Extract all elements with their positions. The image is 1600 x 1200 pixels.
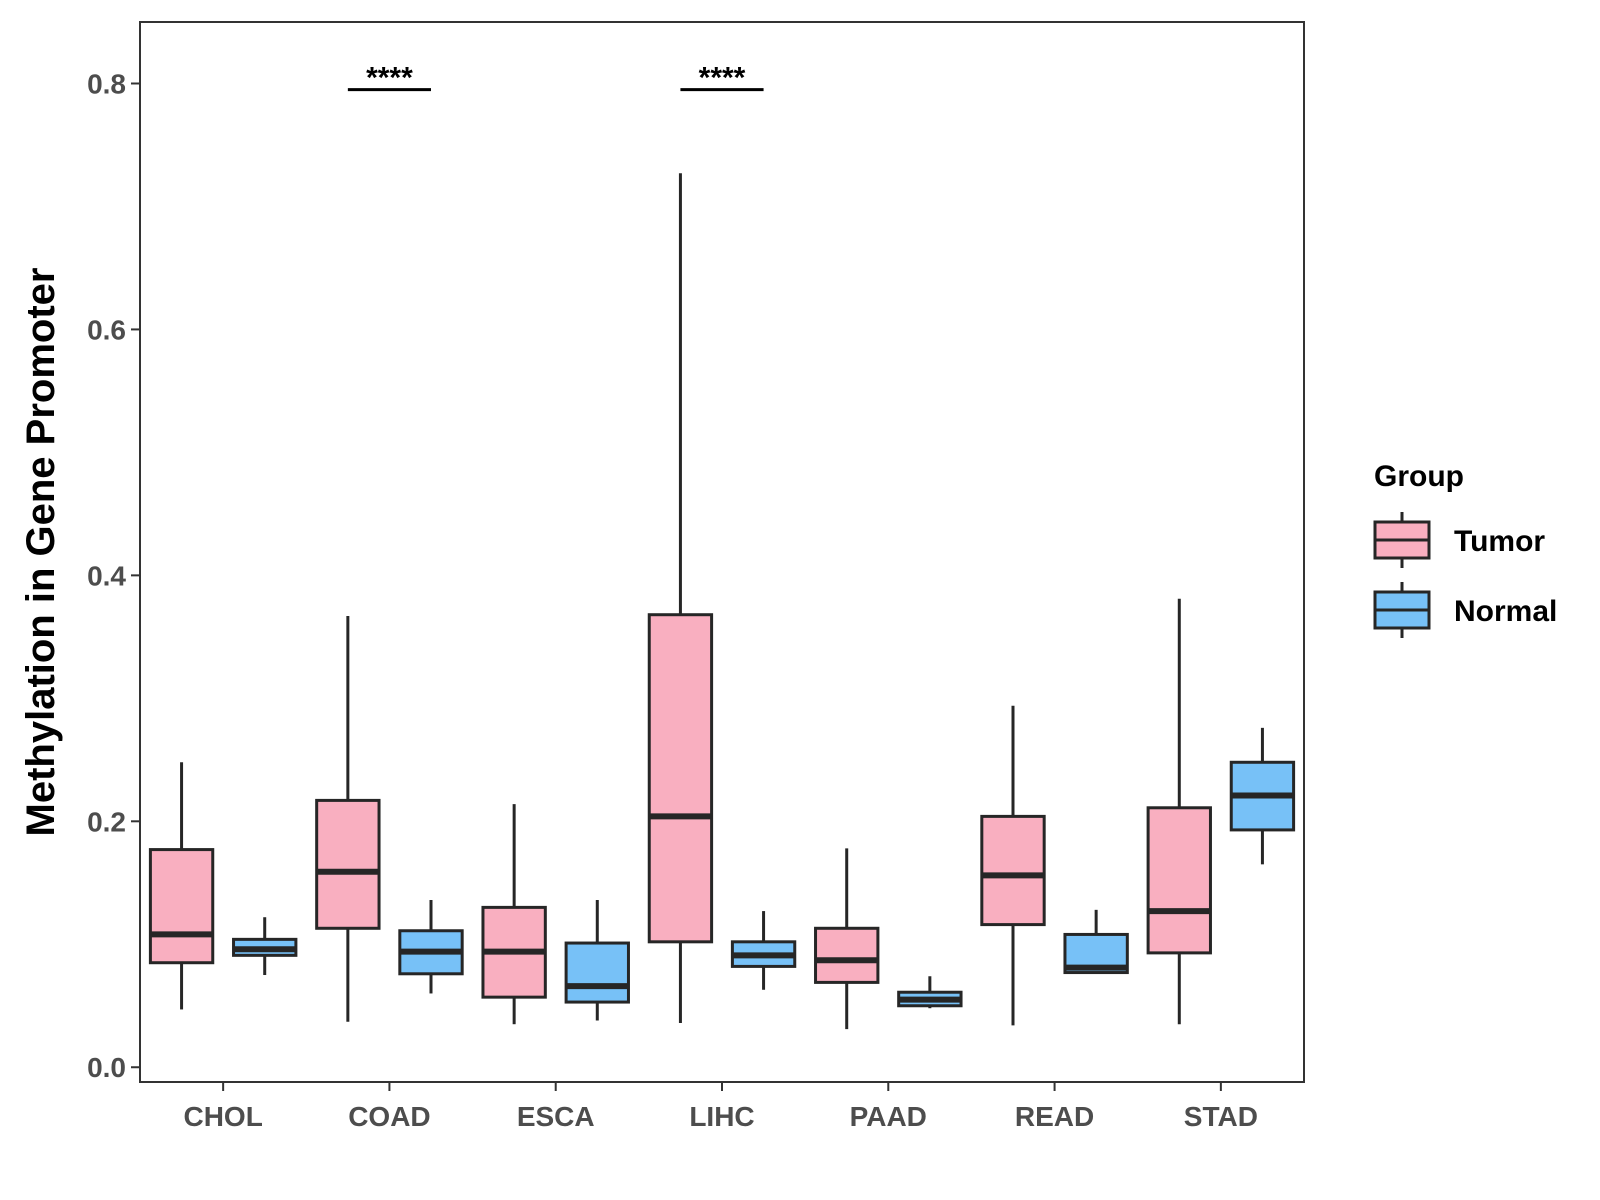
y-tick-label: 0.2 bbox=[87, 806, 126, 837]
y-axis: 0.0 0.2 0.4 0.6 0.8 bbox=[87, 68, 140, 1083]
y-tick-label: 0.0 bbox=[87, 1052, 126, 1083]
x-tick-label: LIHC bbox=[689, 1101, 754, 1132]
x-tick-label: STAD bbox=[1184, 1101, 1258, 1132]
box-tumor-lihc bbox=[647, 173, 714, 1023]
box-body bbox=[148, 848, 215, 965]
box-normal-read bbox=[1063, 909, 1129, 975]
box-body bbox=[1146, 806, 1212, 955]
y-axis-title: Methylation in Gene Promoter bbox=[19, 268, 63, 837]
legend-title: Group bbox=[1374, 460, 1464, 493]
y-tick-label: 0.8 bbox=[87, 68, 126, 99]
legend: Group Tumor Normal bbox=[1373, 460, 1557, 638]
x-tick-label: READ bbox=[1015, 1101, 1094, 1132]
box-series bbox=[148, 173, 1296, 1030]
box-body bbox=[315, 798, 381, 930]
box-normal-paad bbox=[897, 976, 963, 1009]
significance-annotations: **** **** bbox=[347, 62, 764, 95]
box-tumor-coad bbox=[315, 615, 381, 1022]
y-tick-label: 0.4 bbox=[87, 560, 126, 591]
box-body bbox=[564, 941, 630, 1004]
legend-entry-normal: Normal bbox=[1373, 582, 1557, 638]
panel-border bbox=[139, 21, 1305, 1083]
y-tick-label: 0.6 bbox=[87, 314, 126, 345]
x-tick-label: PAAD bbox=[850, 1101, 927, 1132]
box-tumor-stad bbox=[1146, 598, 1212, 1025]
significance-label: **** bbox=[366, 62, 413, 95]
box-body bbox=[814, 926, 880, 984]
box-normal-lihc bbox=[730, 911, 797, 990]
box-normal-stad bbox=[1229, 727, 1296, 865]
legend-entry-tumor: Tumor bbox=[1373, 512, 1545, 568]
x-tick-label: COAD bbox=[348, 1101, 430, 1132]
legend-label: Tumor bbox=[1454, 525, 1545, 558]
box-body bbox=[980, 814, 1046, 927]
box-tumor-read bbox=[980, 705, 1046, 1026]
x-tick-label: CHOL bbox=[183, 1101, 262, 1132]
box-normal-chol bbox=[232, 917, 298, 976]
box-normal-esca bbox=[564, 900, 630, 1021]
significance-label: **** bbox=[699, 62, 746, 95]
x-axis: CHOL COAD ESCA LIHC PAAD READ STAD bbox=[183, 1082, 1258, 1132]
box-tumor-paad bbox=[814, 848, 880, 1030]
legend-label: Normal bbox=[1454, 595, 1557, 628]
x-tick-label: ESCA bbox=[517, 1101, 595, 1132]
box-normal-coad bbox=[398, 900, 464, 994]
box-tumor-chol bbox=[148, 762, 215, 1010]
box-tumor-esca bbox=[481, 804, 547, 1025]
box-body bbox=[647, 613, 714, 944]
